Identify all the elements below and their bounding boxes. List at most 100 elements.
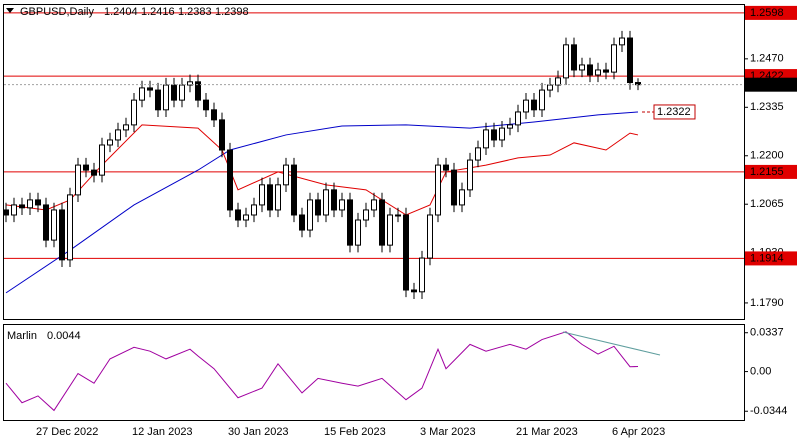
indicator-line xyxy=(5,331,639,412)
candle-body xyxy=(627,37,633,84)
candle-body xyxy=(523,99,529,113)
candle-body xyxy=(459,189,465,206)
candle-body xyxy=(491,129,497,141)
candle-body xyxy=(371,199,377,211)
candle-body xyxy=(299,214,305,231)
candle-body xyxy=(259,184,265,206)
y-tick-label: 0.00 xyxy=(750,365,771,377)
candle-body xyxy=(403,214,409,291)
candle-body xyxy=(515,111,521,126)
x-tick-label: 6 Apr 2023 xyxy=(612,426,665,438)
ma-label-box xyxy=(653,104,696,120)
candle-body xyxy=(595,69,601,76)
candle-body xyxy=(51,209,57,241)
candle-body xyxy=(555,77,561,86)
divergence-line xyxy=(562,331,661,356)
header-open: 1.2404 xyxy=(104,6,138,18)
candle-body xyxy=(171,84,177,101)
header-high: 1.2416 xyxy=(141,6,175,18)
x-tick-label: 3 Mar 2023 xyxy=(420,426,476,438)
candle-body xyxy=(587,64,593,76)
candle-body xyxy=(467,159,473,191)
candle-body xyxy=(547,84,553,91)
level-label: 1.2155 xyxy=(750,166,784,178)
x-tick-label: 15 Feb 2023 xyxy=(324,426,386,438)
candle-body xyxy=(227,149,233,211)
y-tick-label: 1.2335 xyxy=(750,101,784,113)
candle-body xyxy=(195,81,201,101)
candle-body xyxy=(355,219,361,246)
candle-body xyxy=(75,164,81,196)
candle-body xyxy=(307,199,313,231)
candle-body xyxy=(563,44,569,79)
x-tick-label: 12 Jan 2023 xyxy=(132,426,193,438)
candle-body xyxy=(339,199,345,211)
candle-body xyxy=(419,257,425,293)
candle-body xyxy=(91,169,97,176)
candle-body xyxy=(83,164,89,171)
candle-body xyxy=(211,109,217,121)
menu-arrow xyxy=(6,8,14,13)
indicator-value: 0.0044 xyxy=(47,330,81,342)
candle-body xyxy=(115,129,121,141)
candle-body xyxy=(611,44,617,73)
candle-body xyxy=(203,99,209,111)
candle-body xyxy=(451,169,457,206)
candle-body xyxy=(579,64,585,71)
candle-body xyxy=(539,89,545,111)
candle-body xyxy=(435,164,441,216)
candle-body xyxy=(379,199,385,246)
x-tick-label: 27 Dec 2022 xyxy=(36,426,98,438)
ma-label: 1.2322 xyxy=(657,106,691,118)
candle-body xyxy=(331,189,337,211)
indicator-pane xyxy=(3,324,745,421)
candle-body xyxy=(443,164,449,171)
level-label: 1.1914 xyxy=(750,252,784,264)
moving-average xyxy=(5,111,639,294)
candle-body xyxy=(251,204,257,216)
candle-body xyxy=(155,89,161,111)
candle-body xyxy=(315,199,321,216)
x-tick-label: 30 Jan 2023 xyxy=(228,426,289,438)
candle-body xyxy=(323,189,329,216)
candle-body xyxy=(19,204,25,209)
y-tick-label: 1.2065 xyxy=(750,198,784,210)
candle-body xyxy=(619,37,625,46)
candle-body xyxy=(163,84,169,111)
candle-body xyxy=(107,139,113,146)
moving-average xyxy=(5,124,639,216)
candle-body xyxy=(291,164,297,216)
header-low: 1.2383 xyxy=(178,6,212,18)
candle-body xyxy=(347,199,353,246)
candle-body xyxy=(27,199,33,209)
candle-body xyxy=(531,99,537,111)
y-tick-label: -0.0344 xyxy=(750,405,787,417)
header-close: 1.2398 xyxy=(215,6,249,18)
indicator-plot: 0.0337 0.00 -0.0344 xyxy=(5,327,787,417)
candle-body xyxy=(99,144,105,176)
y-tick-label: 0.0337 xyxy=(750,327,784,339)
candle-body xyxy=(235,209,241,221)
candle-body xyxy=(123,124,129,131)
candle-body xyxy=(3,209,9,216)
candle-body xyxy=(139,87,145,101)
candle-body xyxy=(67,194,73,261)
candle-body xyxy=(219,119,225,151)
candle-body xyxy=(275,184,281,211)
y-tick-label: 1.2200 xyxy=(750,150,784,162)
candle-body xyxy=(499,127,505,141)
candle-body xyxy=(43,204,49,241)
indicator-title: Marlin xyxy=(7,330,37,342)
level-label-box xyxy=(745,251,797,266)
y-tick-label: 1.2470 xyxy=(750,53,784,65)
candle-body xyxy=(475,147,481,161)
candle-body xyxy=(387,214,393,246)
candle-body xyxy=(147,87,153,91)
candle-body xyxy=(507,124,513,129)
current-price-box xyxy=(745,77,797,92)
level-label: 1.2598 xyxy=(750,7,784,19)
candle-body xyxy=(395,214,401,217)
candle-body xyxy=(131,99,137,126)
